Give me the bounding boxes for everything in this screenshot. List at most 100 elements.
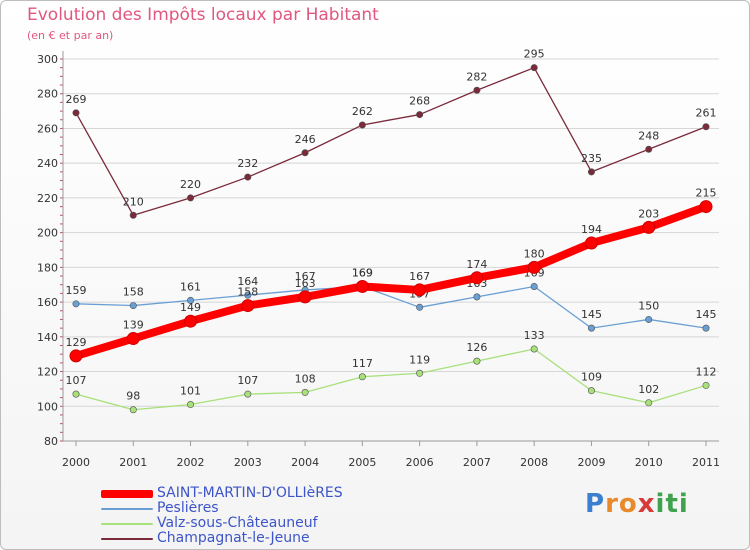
data-point [126,332,140,346]
data-label: 129 [66,336,87,349]
x-tick-label: 2008 [520,456,548,469]
y-tick-label: 220 [37,192,58,205]
data-label: 248 [638,129,659,142]
x-tick-label: 2000 [62,456,90,469]
data-label: 109 [581,371,602,384]
logo-letter: t [665,489,679,519]
data-point [413,283,427,297]
data-label: 167 [409,270,430,283]
data-label: 262 [352,105,373,118]
data-label: 145 [696,308,717,321]
data-point [530,282,538,290]
data-point [129,302,137,310]
data-point [416,111,424,119]
data-point [358,373,366,381]
data-point [645,145,653,153]
data-point [530,345,538,353]
data-point [129,406,137,414]
data-label: 117 [352,357,373,370]
y-tick-label: 240 [37,157,58,170]
legend-swatch [101,523,153,525]
data-label: 203 [638,207,659,220]
data-label: 246 [295,133,316,146]
data-point [129,211,137,219]
logo-letter: o [618,489,638,519]
y-tick-label: 100 [37,400,58,413]
y-tick-label: 260 [37,122,58,135]
data-label: 150 [638,299,659,312]
data-label: 158 [237,286,258,299]
data-point [241,299,255,313]
data-point [584,236,598,250]
legend-swatch [101,508,153,510]
data-label: 159 [66,284,87,297]
data-point [72,109,80,117]
data-point [298,290,312,304]
data-label: 164 [237,275,258,288]
data-label: 232 [237,157,258,170]
data-label: 108 [295,372,316,385]
data-point [645,399,653,407]
data-label: 139 [123,319,144,332]
data-point [184,314,198,328]
logo-letter: P [585,489,606,519]
data-label: 119 [409,353,430,366]
legend-label: Peslières [157,500,219,516]
data-label: 295 [524,48,545,61]
y-tick-label: 120 [37,366,58,379]
data-label: 107 [237,374,258,387]
data-label: 107 [66,374,87,387]
y-tick-label: 160 [37,296,58,309]
logo-letter: r [605,489,619,519]
data-point [187,401,195,409]
data-point [301,149,309,157]
data-label: 215 [696,187,717,200]
data-label: 102 [638,383,659,396]
data-point [187,296,195,304]
data-point [702,123,710,131]
x-tick-label: 2009 [577,456,605,469]
logo-letter: x [637,489,656,519]
data-label: 180 [524,247,545,260]
x-tick-label: 2002 [177,456,205,469]
data-label: 149 [180,301,201,314]
data-point [244,173,252,181]
data-label: 98 [126,390,140,403]
data-label: 282 [466,70,487,83]
data-point [301,388,309,396]
logo-letter: i [678,489,689,519]
data-point [587,387,595,395]
data-label: 194 [581,223,602,236]
y-tick-label: 200 [37,227,58,240]
data-label: 235 [581,152,602,165]
series-line [75,67,707,216]
legend-label: Champagnat-le-Jeune [157,530,310,546]
data-label: 174 [466,258,487,271]
proxiti-logo: Proxiti [585,489,689,519]
x-tick-label: 2007 [463,456,491,469]
y-tick-label: 180 [37,261,58,274]
chart-title: Evolution des Impôts locaux par Habitant [27,5,379,25]
x-tick-label: 2001 [119,456,147,469]
data-point [702,324,710,332]
data-point [244,291,252,299]
x-tick-label: 2010 [635,456,663,469]
data-point [244,390,252,398]
x-tick-label: 2005 [348,456,376,469]
data-label: 167 [295,270,316,283]
data-label: 161 [180,280,201,293]
series-line [75,285,707,329]
x-tick-label: 2011 [692,456,720,469]
data-point [416,369,424,377]
data-label: 169 [352,266,373,279]
data-point [72,300,80,308]
data-label: 268 [409,95,430,108]
data-label: 101 [180,385,201,398]
data-point [645,315,653,323]
data-point [530,64,538,72]
data-point [72,390,80,398]
data-point [187,194,195,202]
data-point [416,303,424,311]
y-tick-label: 80 [44,435,58,448]
